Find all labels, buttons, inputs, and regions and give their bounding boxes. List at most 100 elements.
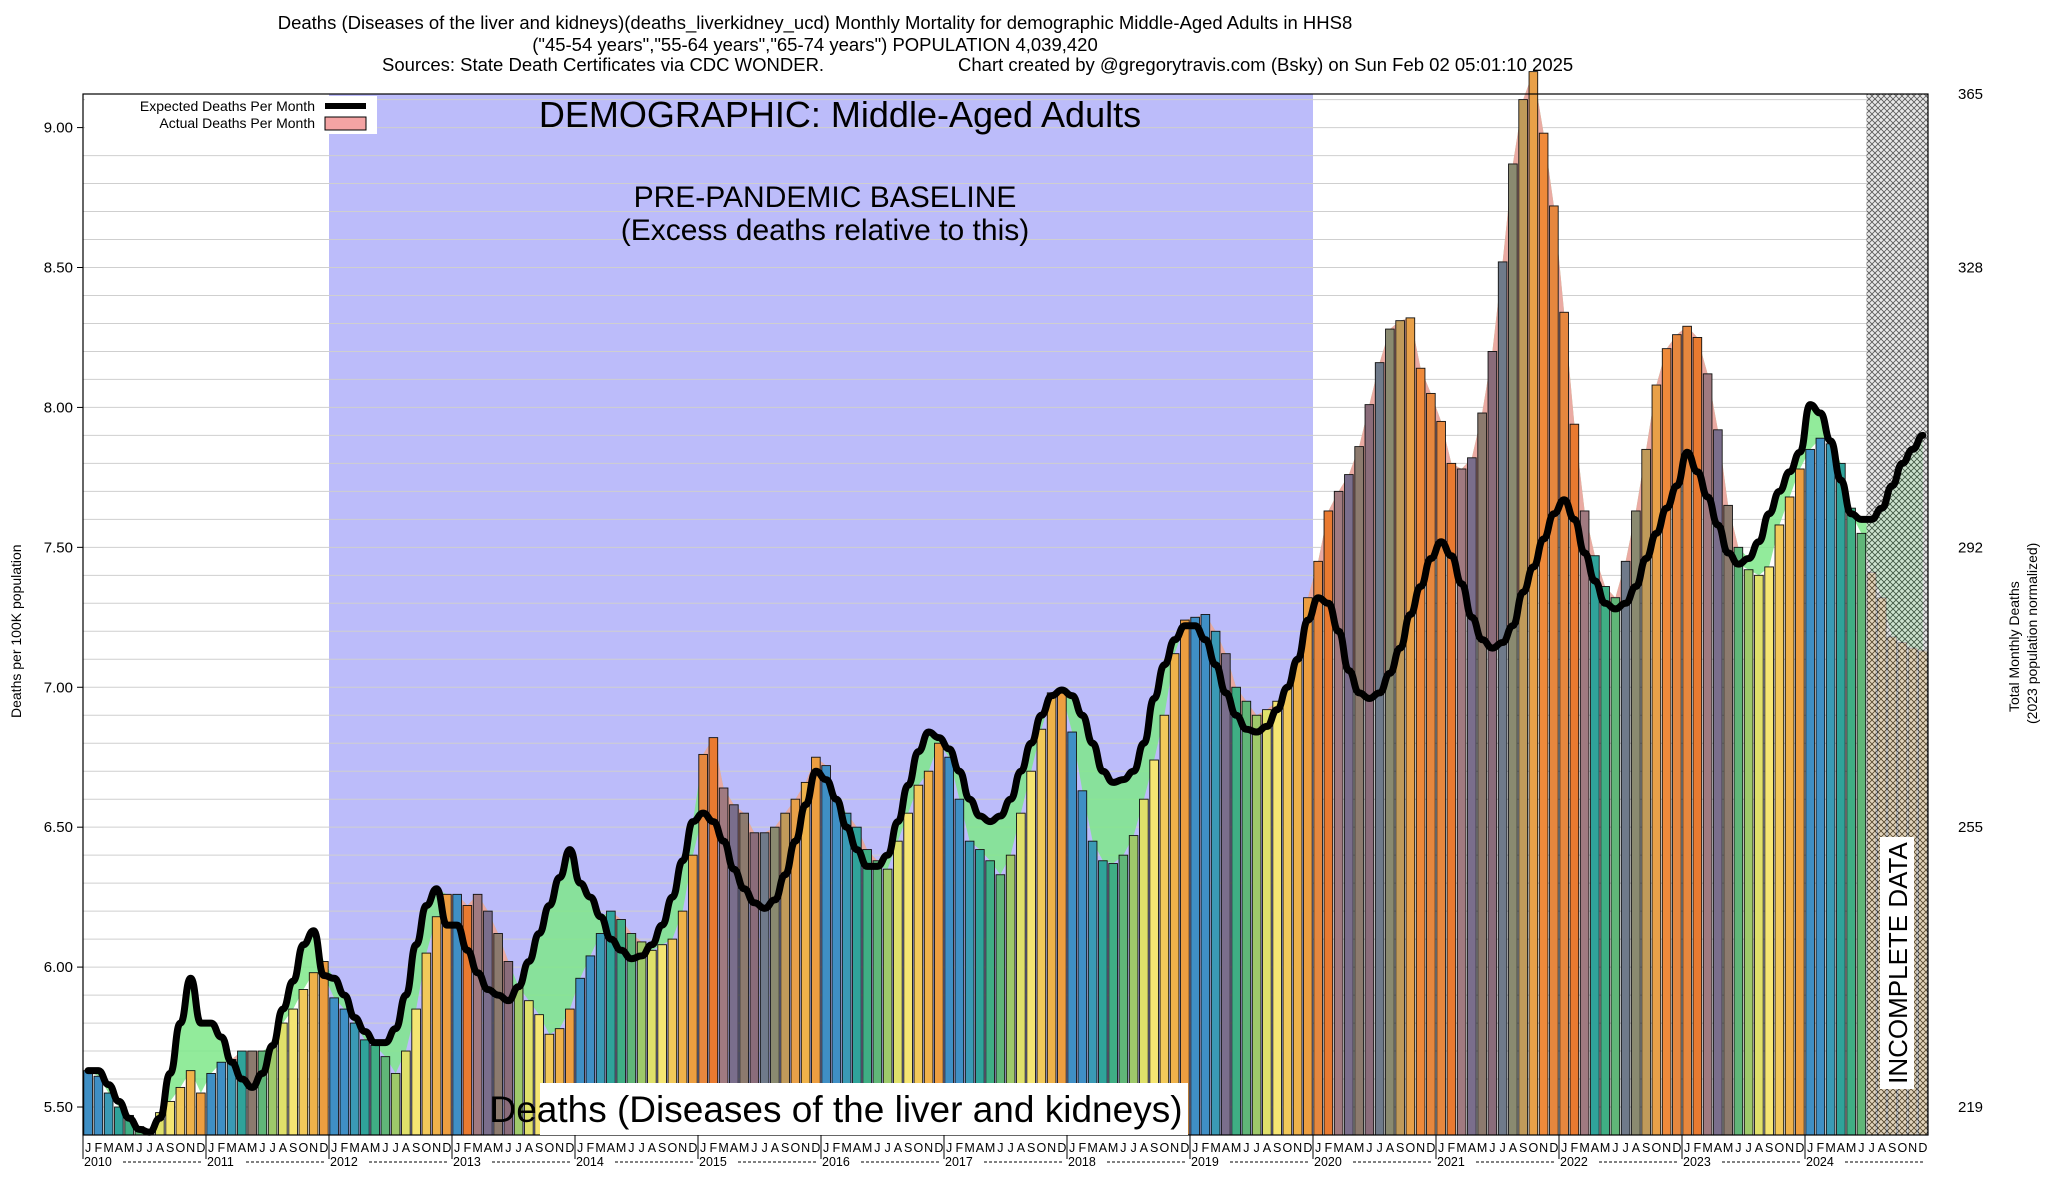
x-month-label: N (1539, 1141, 1548, 1155)
x-month-label: M (862, 1141, 872, 1155)
x-month-label: J (393, 1141, 399, 1155)
x-month-label: S (781, 1141, 789, 1155)
x-year-label: 2021 (1437, 1155, 1465, 1169)
x-month-label: A (1591, 1141, 1600, 1155)
x-month-label: A (1632, 1141, 1641, 1155)
bar (401, 1050, 411, 1136)
bar (308, 972, 319, 1136)
x-month-label: D (1303, 1141, 1312, 1155)
x-month-label: J (874, 1141, 880, 1155)
x-month-label: M (1702, 1141, 1712, 1155)
x-month-label: O (1037, 1141, 1047, 1155)
x-month-label: S (1888, 1141, 1896, 1155)
bar (800, 781, 811, 1136)
x-month-label: J (1069, 1141, 1075, 1155)
x-year-label: 2012 (330, 1155, 358, 1169)
x-month-label: N (1662, 1141, 1671, 1155)
x-month-label: J (1561, 1141, 1567, 1155)
x-month-label: A (1222, 1141, 1231, 1155)
bar (1743, 569, 1754, 1136)
x-month-label: N (1170, 1141, 1179, 1155)
y-right-tick-label: 292 (1958, 539, 1983, 556)
x-month-label: D (196, 1141, 205, 1155)
incomplete-label-box (1880, 837, 1914, 1089)
x-month-label: D (934, 1141, 943, 1155)
bar (1354, 446, 1364, 1136)
bar (1836, 462, 1846, 1136)
x-month-label: A (1755, 1141, 1764, 1155)
bar (1262, 709, 1272, 1136)
x-month-label: M (370, 1141, 380, 1155)
bar (1620, 560, 1631, 1136)
bar (1180, 619, 1190, 1136)
bar (1190, 616, 1200, 1136)
x-month-label: M (1231, 1141, 1241, 1155)
x-month-label: A (730, 1141, 739, 1155)
x-month-label: O (1283, 1141, 1293, 1155)
bar (216, 1061, 227, 1136)
expected-line (84, 401, 1927, 1136)
bar (1231, 686, 1241, 1136)
x-month-label: S (1519, 1141, 1527, 1155)
x-year-label: 2015 (699, 1155, 727, 1169)
x-month-label: M (1354, 1141, 1364, 1155)
bar (1159, 714, 1170, 1136)
x-month-label: D (1918, 1141, 1927, 1155)
bar (319, 961, 329, 1136)
x-month-label: S (1150, 1141, 1158, 1155)
x-month-label: S (1765, 1141, 1773, 1155)
x-month-label: O (1529, 1141, 1539, 1155)
x-month-label: A (607, 1141, 616, 1155)
bar (1221, 653, 1231, 1136)
bar (1487, 351, 1498, 1136)
x-month-label: J (1735, 1141, 1741, 1155)
bar (1272, 700, 1282, 1136)
bar (83, 1070, 93, 1136)
x-month-label: J (762, 1141, 768, 1155)
x-month-label: N (1785, 1141, 1794, 1155)
x-month-label: A (1345, 1141, 1354, 1155)
bar (1395, 320, 1405, 1136)
x-month-label: A (238, 1141, 247, 1155)
bar (1292, 658, 1303, 1136)
x-year-label: 2018 (1068, 1155, 1096, 1169)
bar (411, 1008, 421, 1136)
bar (1067, 731, 1077, 1136)
x-month-label: A (361, 1141, 370, 1155)
x-month-label: D (1426, 1141, 1435, 1155)
x-month-label: D (688, 1141, 697, 1155)
bar (237, 1050, 247, 1136)
x-month-label: F (1079, 1141, 1087, 1155)
x-month-label: M (616, 1141, 626, 1155)
x-year-label: 2016 (822, 1155, 850, 1169)
x-month-label: M (1108, 1141, 1118, 1155)
x-month-label: J (331, 1141, 337, 1155)
incomplete-label: INCOMPLETE DATA (1883, 841, 1913, 1083)
x-month-label: J (1684, 1141, 1690, 1155)
x-month-label: M (718, 1141, 728, 1155)
x-month-label: J (1120, 1141, 1126, 1155)
x-month-label: A (1468, 1141, 1477, 1155)
x-month-label: A (1714, 1141, 1723, 1155)
bar (1600, 586, 1610, 1136)
bar (708, 737, 719, 1136)
x-month-label: J (1623, 1141, 1629, 1155)
x-month-label: S (166, 1141, 174, 1155)
bar (923, 770, 934, 1136)
x-month-label: A (525, 1141, 534, 1155)
bar (1149, 759, 1159, 1136)
x-month-label: F (1571, 1141, 1579, 1155)
x-month-label: M (1477, 1141, 1487, 1155)
bar (913, 784, 924, 1136)
bar (288, 1008, 298, 1136)
x-month-label: N (1293, 1141, 1302, 1155)
cause-label-box (540, 1083, 1188, 1135)
x-month-label: A (894, 1141, 903, 1155)
bar (811, 756, 821, 1136)
x-month-label: A (1509, 1141, 1518, 1155)
x-month-label: J (1807, 1141, 1813, 1155)
bar (1385, 328, 1395, 1136)
x-month-label: F (587, 1141, 595, 1155)
x-month-label: F (1325, 1141, 1333, 1155)
